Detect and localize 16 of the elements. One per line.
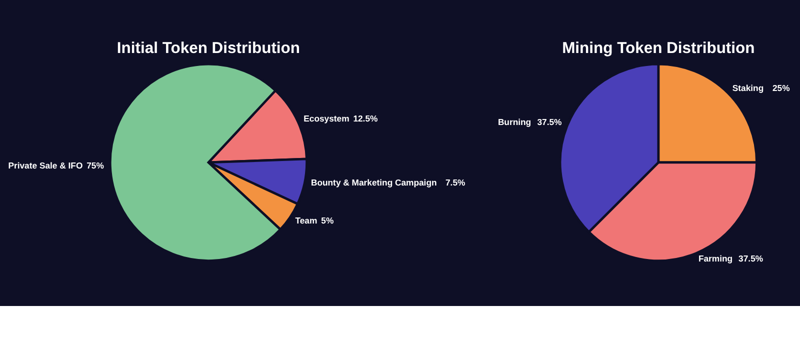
slice-label: Staking bbox=[732, 82, 764, 93]
slice-label: Private Sale & IFO bbox=[8, 160, 83, 170]
slice-label: Burning bbox=[498, 116, 532, 127]
data-label: 12.5% bbox=[353, 113, 378, 124]
data-label: 37.5% bbox=[738, 253, 764, 264]
chart-title: Mining Token Distribution bbox=[562, 40, 755, 58]
data-label: 75% bbox=[86, 160, 104, 170]
slice-label: Ecosystem bbox=[304, 113, 350, 124]
data-label: 25% bbox=[772, 82, 790, 93]
slice-label: Bounty & Marketing Campaign bbox=[310, 178, 437, 188]
data-label: 5% bbox=[321, 215, 334, 226]
data-label: 7.5% bbox=[446, 178, 466, 188]
data-label: 37.5% bbox=[537, 116, 562, 127]
slice-label: Team bbox=[295, 215, 318, 226]
slice-label: Farming bbox=[698, 253, 733, 264]
chart-title: Initial Token Distribution bbox=[116, 40, 300, 58]
